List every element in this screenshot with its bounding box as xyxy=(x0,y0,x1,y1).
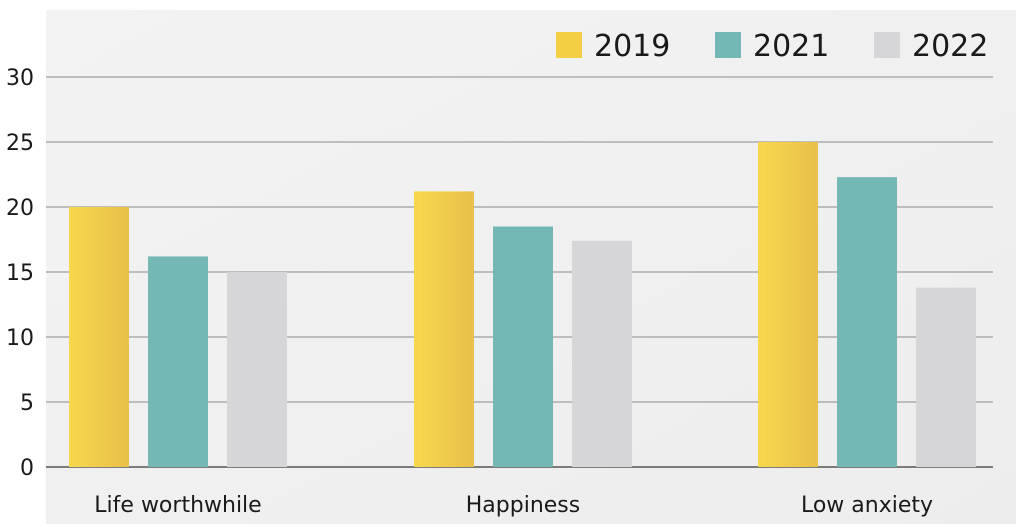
bar-2022-low-anxiety xyxy=(916,287,976,467)
bar-2021-life-worthwhile xyxy=(148,256,208,467)
y-tick-label: 0 xyxy=(20,456,34,481)
bar-2019-life-worthwhile xyxy=(69,207,129,467)
bar-2021-low-anxiety xyxy=(837,177,897,467)
x-category-label: Low anxiety xyxy=(801,493,933,518)
bar-2019-low-anxiety xyxy=(758,142,818,467)
bar-2021-happiness xyxy=(493,226,553,467)
legend-swatch-2022 xyxy=(874,32,900,58)
bar-2019-happiness xyxy=(414,191,474,467)
y-tick-label: 15 xyxy=(6,261,34,286)
legend-label-2019: 2019 xyxy=(594,29,670,64)
legend-swatch-2019 xyxy=(556,32,582,58)
x-category-label: Life worthwhile xyxy=(94,493,261,518)
y-tick-label: 30 xyxy=(6,66,34,91)
bar-2022-happiness xyxy=(572,240,632,467)
y-tick-label: 10 xyxy=(6,326,34,351)
y-tick-label: 25 xyxy=(6,131,34,156)
y-tick-label: 20 xyxy=(6,196,34,221)
y-tick-label: 5 xyxy=(20,391,34,416)
x-category-label: Happiness xyxy=(466,493,580,518)
legend-label-2021: 2021 xyxy=(753,29,829,64)
legend-label-2022: 2022 xyxy=(912,29,988,64)
legend-swatch-2021 xyxy=(715,32,741,58)
bar-2022-life-worthwhile xyxy=(227,272,287,467)
